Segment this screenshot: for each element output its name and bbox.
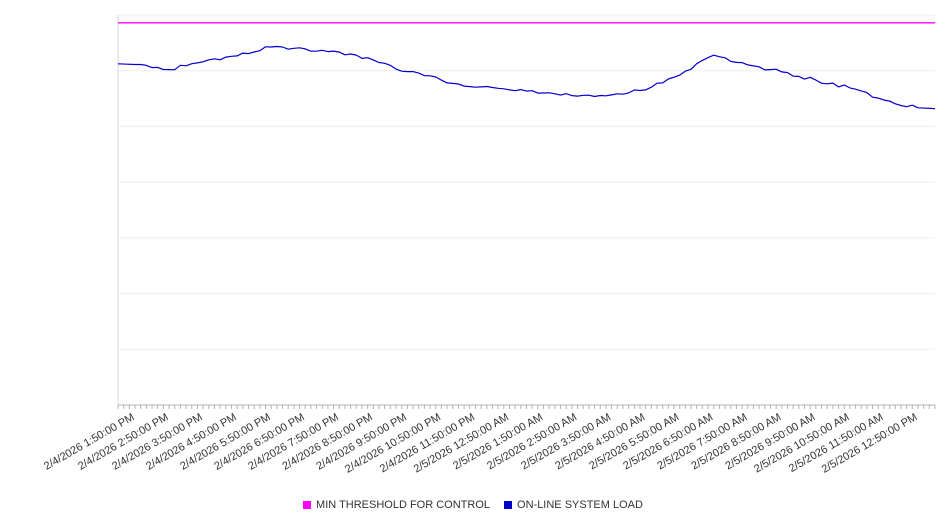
x-axis-ticks	[117, 405, 936, 409]
legend-swatch-min-threshold	[303, 501, 312, 509]
legend-item-system-load[interactable]: ON-LINE SYSTEM LOAD	[504, 499, 643, 511]
chart-legend: MIN THRESHOLD FOR CONTROL ON-LINE SYSTEM…	[0, 499, 946, 511]
legend-swatch-system-load	[504, 501, 513, 509]
series-on-line-system-load	[117, 45, 936, 110]
chart-canvas: 2/4/2026 1:50:00 PM2/4/2026 2:50:00 PM2/…	[42, 14, 936, 476]
legend-label-min-threshold: MIN THRESHOLD FOR CONTROL	[316, 499, 491, 511]
x-axis-labels: 2/4/2026 1:50:00 PM2/4/2026 2:50:00 PM2/…	[42, 411, 919, 476]
gridlines	[117, 14, 935, 406]
legend-item-min-threshold[interactable]: MIN THRESHOLD FOR CONTROL	[303, 499, 490, 511]
legend-label-system-load: ON-LINE SYSTEM LOAD	[517, 499, 643, 511]
